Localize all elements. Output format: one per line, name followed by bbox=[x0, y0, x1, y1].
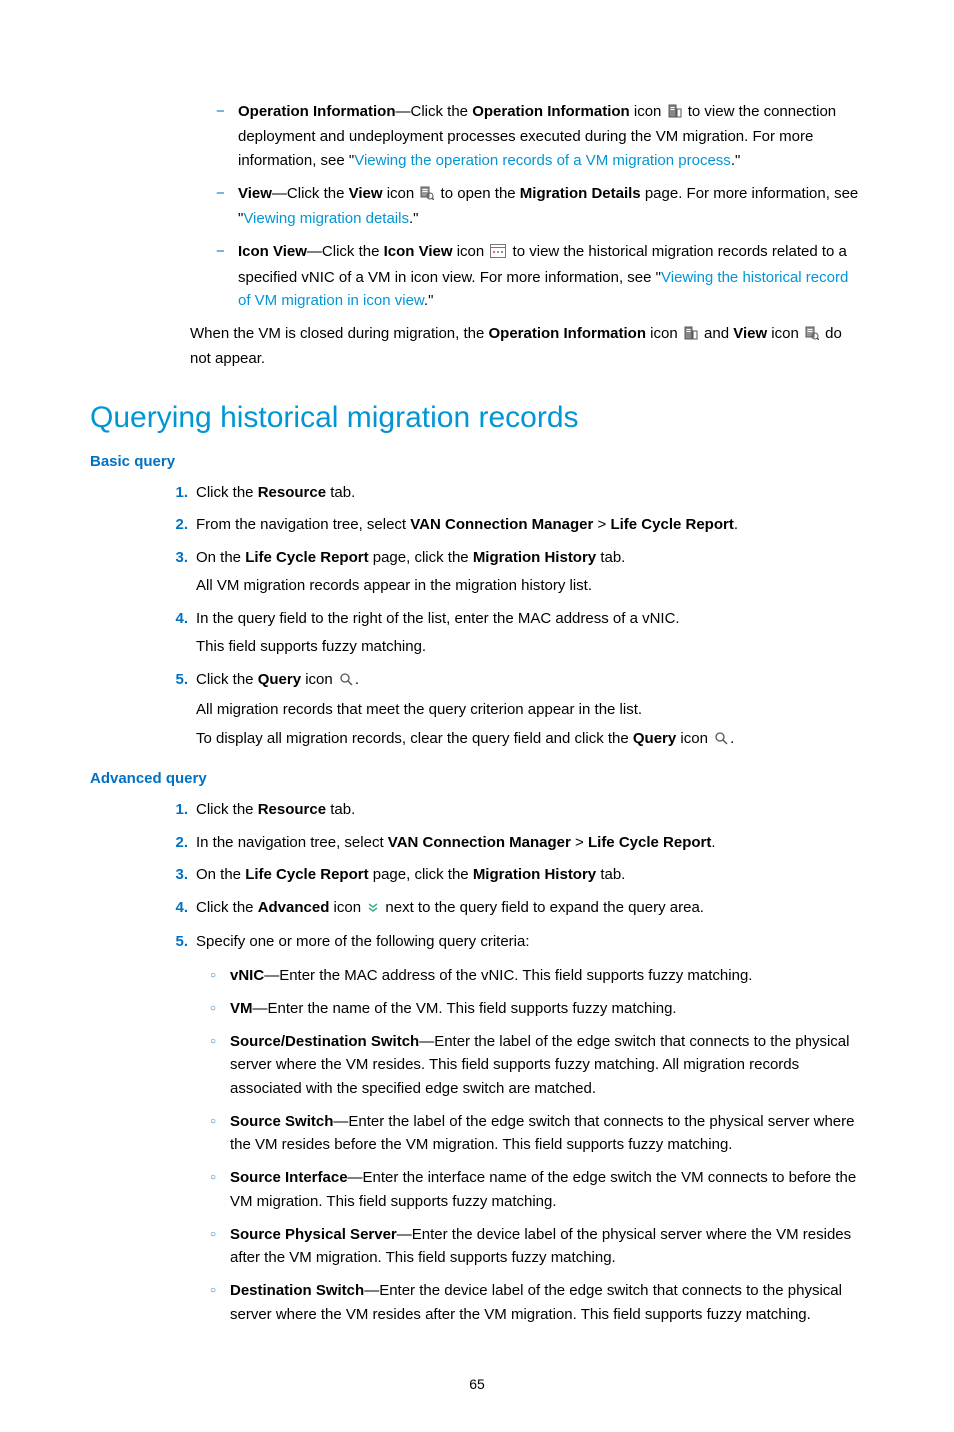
query-icon bbox=[714, 730, 728, 753]
step: On the Life Cycle Report page, click the… bbox=[160, 547, 864, 598]
step: Specify one or more of the following que… bbox=[160, 931, 864, 1326]
step: In the navigation tree, select VAN Conne… bbox=[160, 832, 864, 855]
list-item: Destination Switch—Enter the device labe… bbox=[208, 1279, 864, 1326]
step: On the Life Cycle Report page, click the… bbox=[160, 864, 864, 887]
closing-note: When the VM is closed during migration, … bbox=[190, 322, 864, 371]
op-info-icon bbox=[684, 324, 698, 347]
criteria-list: vNIC—Enter the MAC address of the vNIC. … bbox=[208, 964, 864, 1326]
top-option-list: Operation Information—Click the Operatio… bbox=[210, 100, 864, 312]
step: Click the Query icon . All migration rec… bbox=[160, 669, 864, 753]
advanced-icon bbox=[367, 899, 379, 922]
query-icon bbox=[339, 671, 353, 694]
basic-query-heading: Basic query bbox=[90, 453, 864, 470]
list-item: Source Interface—Enter the interface nam… bbox=[208, 1166, 864, 1213]
option-label: View bbox=[238, 185, 272, 202]
list-item: Source/Destination Switch—Enter the labe… bbox=[208, 1030, 864, 1100]
list-item: Source Physical Server—Enter the device … bbox=[208, 1223, 864, 1270]
step-note: All migration records that meet the quer… bbox=[196, 699, 864, 722]
page: Operation Information—Click the Operatio… bbox=[0, 0, 954, 1432]
step-note: This field supports fuzzy matching. bbox=[196, 636, 864, 659]
step-note: All VM migration records appear in the m… bbox=[196, 575, 864, 598]
icon-view-icon bbox=[490, 242, 506, 265]
step-note: To display all migration records, clear … bbox=[196, 728, 864, 753]
step: Click the Advanced icon next to the quer… bbox=[160, 897, 864, 922]
list-item: VM—Enter the name of the VM. This field … bbox=[208, 997, 864, 1020]
basic-steps: Click the Resource tab. From the navigat… bbox=[160, 482, 864, 753]
step: Click the Resource tab. bbox=[160, 799, 864, 822]
list-item: Icon View—Click the Icon View icon to vi… bbox=[210, 240, 864, 312]
option-label: Operation Information bbox=[238, 103, 396, 120]
list-item: Operation Information—Click the Operatio… bbox=[210, 100, 864, 172]
section-title: Querying historical migration records bbox=[90, 401, 864, 435]
step: In the query field to the right of the l… bbox=[160, 608, 864, 659]
list-item: Source Switch—Enter the label of the edg… bbox=[208, 1110, 864, 1157]
advanced-steps: Click the Resource tab. In the navigatio… bbox=[160, 799, 864, 1326]
step: From the navigation tree, select VAN Con… bbox=[160, 514, 864, 537]
page-number: 65 bbox=[90, 1376, 864, 1392]
link-migration-details[interactable]: Viewing migration details bbox=[243, 210, 409, 227]
list-item: View—Click the View icon to open the Mig… bbox=[210, 182, 864, 231]
view-icon bbox=[420, 184, 434, 207]
step: Click the Resource tab. bbox=[160, 482, 864, 505]
op-info-icon bbox=[668, 102, 682, 125]
view-icon bbox=[805, 324, 819, 347]
option-label: Icon View bbox=[238, 243, 307, 260]
link-op-records[interactable]: Viewing the operation records of a VM mi… bbox=[354, 152, 731, 169]
list-item: vNIC—Enter the MAC address of the vNIC. … bbox=[208, 964, 864, 987]
advanced-query-heading: Advanced query bbox=[90, 770, 864, 787]
